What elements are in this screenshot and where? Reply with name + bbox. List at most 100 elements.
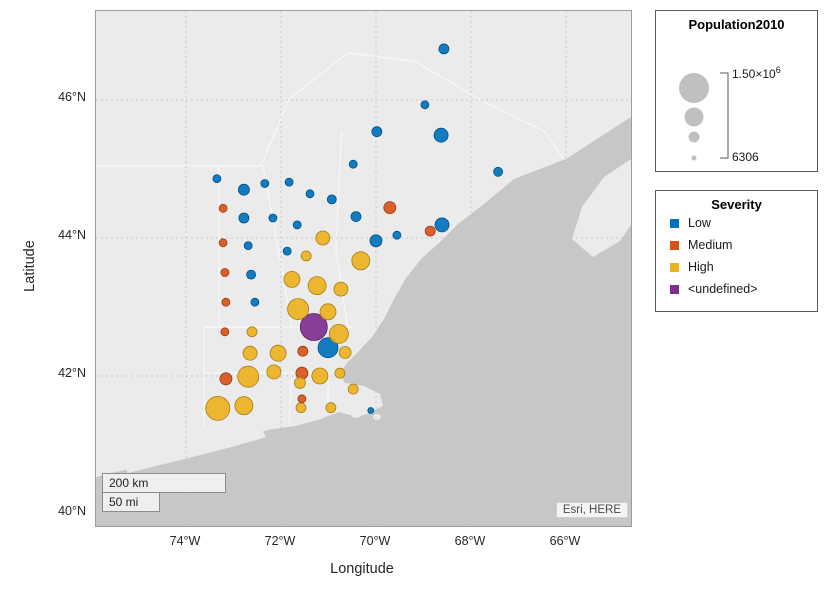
bubble[interactable]	[220, 268, 230, 277]
bubble[interactable]	[392, 230, 402, 240]
bubble[interactable]	[269, 344, 287, 362]
bubble[interactable]	[433, 127, 449, 143]
bubble[interactable]	[295, 402, 307, 414]
bubble[interactable]	[246, 326, 258, 338]
map-attribution: Esri, HERE	[555, 502, 628, 518]
bubble[interactable]	[369, 234, 383, 248]
bubble[interactable]	[297, 345, 309, 357]
size-legend-min-label: 6306	[732, 150, 759, 164]
y-tick-label: 44°N	[58, 228, 86, 242]
bubble[interactable]	[307, 276, 327, 296]
bubble[interactable]	[287, 298, 310, 321]
bubble[interactable]	[299, 313, 328, 341]
bubble[interactable]	[237, 365, 260, 388]
bubble[interactable]	[205, 395, 231, 421]
bubble[interactable]	[283, 270, 301, 288]
bubble[interactable]	[311, 367, 329, 385]
bubble[interactable]	[371, 126, 383, 138]
bubble[interactable]	[284, 177, 294, 187]
bubble[interactable]	[246, 269, 257, 280]
bubble[interactable]	[438, 43, 450, 55]
bubble[interactable]	[238, 212, 250, 224]
severity-legend-items: Low Medium High <undefined>	[656, 212, 817, 300]
severity-legend-item: High	[656, 256, 817, 278]
bubble[interactable]	[237, 183, 250, 196]
bubble[interactable]	[234, 396, 254, 416]
x-tick-label: 68°W	[454, 534, 486, 548]
bubble[interactable]	[300, 250, 312, 262]
bubble[interactable]	[326, 194, 337, 205]
bubble[interactable]	[333, 281, 349, 297]
map-axes[interactable]: 200 km 50 mi Esri, HERE	[95, 10, 632, 527]
basemap-water	[96, 117, 631, 526]
severity-label: High	[688, 260, 714, 274]
severity-swatch	[670, 262, 679, 272]
bubble[interactable]	[334, 367, 346, 379]
bubble[interactable]	[218, 203, 228, 213]
bubble[interactable]	[218, 238, 228, 248]
bubble[interactable]	[424, 225, 436, 237]
bubble-layer	[205, 43, 504, 421]
bubble[interactable]	[242, 345, 258, 361]
size-legend-bubbles	[679, 73, 709, 161]
bubble[interactable]	[319, 303, 337, 321]
bubble[interactable]	[243, 241, 253, 251]
bubble[interactable]	[250, 297, 260, 307]
x-tick-label: 74°W	[169, 534, 201, 548]
bubble[interactable]	[297, 394, 307, 404]
gridlines	[96, 11, 631, 526]
severity-swatch	[670, 240, 679, 250]
severity-label: <undefined>	[688, 282, 758, 296]
bubble[interactable]	[212, 174, 222, 184]
x-axis-label: Longitude	[330, 561, 394, 577]
bubble[interactable]	[338, 346, 352, 359]
bubble[interactable]	[351, 251, 371, 271]
bubble[interactable]	[420, 100, 430, 110]
bubble[interactable]	[305, 189, 315, 199]
size-legend-bracket	[720, 72, 729, 159]
size-legend: Population2010 1.50×106 6306	[655, 10, 818, 172]
bubble[interactable]	[328, 323, 349, 344]
x-tick-label: 72°W	[264, 534, 296, 548]
bubble[interactable]	[260, 179, 270, 188]
bubble[interactable]	[221, 297, 231, 307]
size-legend-bubble	[684, 107, 704, 127]
size-legend-bubble	[691, 155, 697, 161]
size-legend-bubble	[688, 131, 700, 143]
y-tick-label: 40°N	[58, 504, 86, 518]
bubble[interactable]	[383, 201, 397, 215]
x-tick-label: 66°W	[549, 534, 581, 548]
scale-bar-km: 200 km	[102, 473, 226, 493]
severity-label: Low	[688, 216, 711, 230]
bubble[interactable]	[347, 383, 359, 395]
y-tick-label: 46°N	[58, 90, 86, 104]
bubble[interactable]	[219, 372, 233, 386]
severity-legend-item: Low	[656, 212, 817, 234]
bubble[interactable]	[317, 337, 339, 359]
severity-legend: Severity Low Medium High <undefined>	[655, 190, 818, 312]
bubble[interactable]	[220, 327, 230, 337]
x-tick-label: 70°W	[359, 534, 391, 548]
severity-legend-item: <undefined>	[656, 278, 817, 300]
bubble[interactable]	[294, 376, 306, 389]
bubble[interactable]	[282, 246, 292, 256]
size-legend-bubble	[679, 73, 709, 103]
bubble[interactable]	[292, 220, 302, 230]
bubble[interactable]	[325, 402, 337, 414]
bubble[interactable]	[350, 211, 362, 223]
y-tick-label: 42°N	[58, 366, 86, 380]
bubble[interactable]	[266, 364, 282, 380]
basemap-long-island	[124, 430, 266, 473]
scale-bar-mi: 50 mi	[102, 492, 160, 512]
severity-label: Medium	[688, 238, 733, 252]
bubble[interactable]	[434, 217, 450, 233]
bubble[interactable]	[315, 230, 331, 246]
bubble[interactable]	[493, 166, 504, 177]
bubble[interactable]	[367, 407, 375, 414]
bubble[interactable]	[268, 213, 278, 223]
bubble[interactable]	[348, 159, 358, 169]
basemap-nova-scotia	[572, 159, 631, 257]
basemap-island	[351, 412, 361, 418]
size-legend-max-label: 1.50×106	[732, 65, 781, 81]
scale-bar: 200 km 50 mi	[102, 473, 226, 512]
